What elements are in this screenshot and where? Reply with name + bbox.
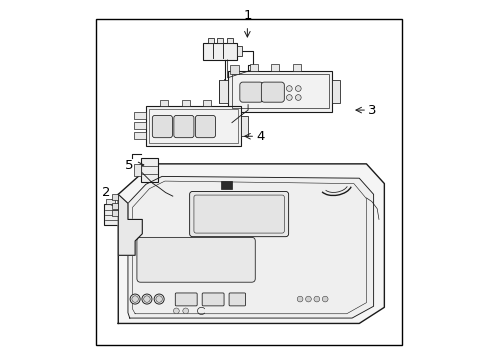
FancyBboxPatch shape [239, 82, 262, 102]
Bar [112, 194, 118, 200]
FancyBboxPatch shape [228, 293, 245, 306]
Bar [237, 46, 241, 56]
Circle shape [313, 296, 319, 302]
Bar [217, 39, 223, 42]
Text: 3: 3 [367, 104, 375, 117]
Bar [112, 210, 118, 216]
Circle shape [305, 296, 311, 302]
Polygon shape [118, 164, 384, 323]
Bar [203, 100, 211, 107]
Bar [134, 132, 145, 139]
Bar [160, 100, 168, 107]
Bar [241, 116, 247, 136]
Text: 5: 5 [124, 159, 133, 172]
Bar [134, 164, 140, 176]
FancyBboxPatch shape [195, 116, 215, 138]
FancyBboxPatch shape [145, 107, 241, 146]
Bar [292, 64, 300, 71]
Circle shape [130, 294, 140, 304]
Bar [249, 64, 257, 71]
Bar [219, 80, 228, 103]
Text: 4: 4 [256, 130, 264, 144]
FancyBboxPatch shape [174, 116, 194, 138]
FancyBboxPatch shape [228, 71, 332, 112]
Circle shape [154, 294, 164, 304]
Circle shape [173, 308, 179, 314]
Bar [221, 181, 231, 189]
FancyBboxPatch shape [203, 42, 237, 60]
Bar [271, 64, 279, 71]
FancyBboxPatch shape [261, 82, 284, 102]
Bar [134, 122, 145, 129]
FancyBboxPatch shape [152, 116, 172, 138]
Circle shape [156, 296, 162, 302]
Text: 2: 2 [102, 186, 110, 199]
Circle shape [183, 308, 188, 314]
Circle shape [143, 296, 150, 302]
Bar [112, 203, 118, 209]
Polygon shape [118, 194, 142, 255]
FancyBboxPatch shape [194, 195, 284, 233]
Circle shape [297, 296, 303, 302]
Circle shape [286, 95, 292, 100]
Bar [226, 39, 233, 42]
Circle shape [295, 86, 301, 91]
Bar [96, 19, 402, 345]
FancyBboxPatch shape [189, 192, 288, 237]
FancyBboxPatch shape [137, 237, 255, 282]
Bar [207, 39, 214, 42]
Circle shape [142, 294, 152, 304]
Circle shape [295, 95, 301, 100]
Text: 1: 1 [243, 9, 251, 22]
FancyBboxPatch shape [103, 204, 119, 225]
Polygon shape [128, 176, 373, 318]
Bar [230, 65, 239, 74]
FancyBboxPatch shape [202, 293, 224, 306]
Bar [106, 199, 115, 204]
Bar [182, 100, 189, 107]
Circle shape [322, 296, 327, 302]
Circle shape [286, 86, 292, 91]
Circle shape [132, 296, 138, 302]
Bar [134, 112, 145, 120]
FancyBboxPatch shape [140, 158, 158, 182]
Bar [332, 80, 340, 103]
FancyBboxPatch shape [175, 293, 197, 306]
